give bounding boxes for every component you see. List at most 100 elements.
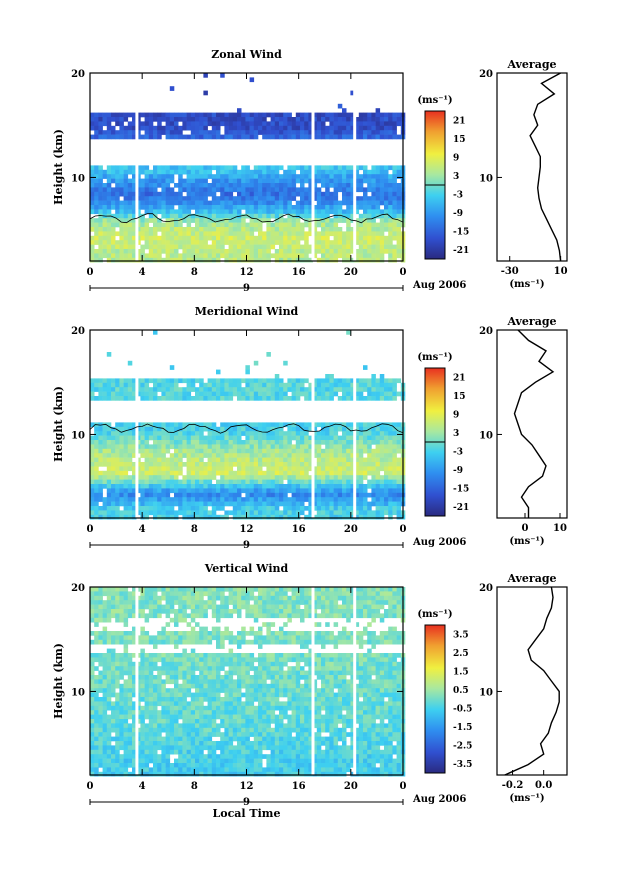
data-gap: [135, 330, 139, 518]
avg-x-unit: (ms⁻¹): [509, 279, 544, 290]
x-axis-label: Local Time: [213, 807, 281, 820]
colorbar-unit: (ms⁻¹): [417, 95, 452, 106]
avg-y-tick-label: 20: [479, 69, 493, 80]
date-tick-label: 9: [243, 283, 250, 294]
y-tick-label: 20: [71, 69, 85, 80]
x-tick-label: 0: [400, 267, 407, 278]
y-axis-label: Height (km): [52, 129, 65, 205]
date-tick-label: 9: [243, 540, 250, 551]
date-label: Aug 2006: [412, 794, 466, 805]
colorbar-tick-label: 9: [453, 410, 459, 420]
x-tick-label: 4: [139, 267, 146, 278]
y-tick-label: 20: [71, 326, 85, 337]
panel-title: Meridional Wind: [195, 305, 299, 318]
avg-y-tick-label: 10: [479, 687, 493, 698]
average-profile-line: [513, 329, 555, 518]
x-tick-label: 8: [191, 524, 198, 535]
date-label: Aug 2006: [412, 537, 466, 548]
colorbar-tick-label: 3: [453, 429, 459, 439]
average-title: Average: [506, 315, 556, 328]
colorbar-tick-label: 1.5: [453, 667, 469, 677]
heatmap-cells: [90, 73, 406, 263]
colorbar-tick-label: -1.5: [453, 723, 472, 733]
colorbar-tick-label: 9: [453, 153, 459, 163]
avg-x-tick-label: 0.0: [535, 780, 552, 791]
average-frame: [496, 586, 568, 776]
x-tick-label: 20: [344, 267, 358, 278]
colorbar-tick-label: -3: [453, 190, 463, 200]
data-gap: [353, 587, 357, 775]
x-tick-label: 0: [400, 781, 407, 792]
panel-title: Vertical Wind: [204, 562, 289, 575]
x-tick-label: 0: [400, 524, 407, 535]
data-gap: [353, 73, 357, 261]
average-profile-line: [504, 586, 560, 776]
heatmap-cells: [90, 330, 406, 520]
avg-x-tick-label: -0.2: [502, 780, 524, 791]
colorbar-unit: (ms⁻¹): [417, 609, 452, 620]
x-tick-label: 4: [139, 524, 146, 535]
colorbar-tick-label: 0.5: [453, 686, 469, 696]
average-title: Average: [506, 572, 556, 585]
x-tick-label: 0: [87, 781, 94, 792]
y-axis-label: Height (km): [52, 386, 65, 462]
y-axis-label: Height (km): [52, 643, 65, 719]
colorbar-tick-label: -15: [453, 484, 469, 494]
avg-y-tick-label: 10: [479, 430, 493, 441]
average-frame: [496, 72, 568, 262]
colorbar-tick-label: -0.5: [453, 704, 472, 714]
avg-x-tick-label: -30: [501, 266, 519, 277]
average-frame: [496, 329, 568, 519]
colorbar-tick-label: -3.5: [453, 760, 472, 770]
panel-1: Zonal Wind 0 4 8 12 16 20 0 10 20 Height (km) 9 Aug …: [52, 48, 568, 294]
data-gap: [135, 587, 139, 775]
avg-x-unit: (ms⁻¹): [509, 793, 544, 804]
avg-x-unit: (ms⁻¹): [509, 536, 544, 547]
y-tick-label: 10: [71, 173, 85, 184]
colorbar-tick-label: 15: [453, 392, 466, 402]
panel-title: Zonal Wind: [211, 48, 282, 61]
y-tick-label: 10: [71, 687, 85, 698]
x-tick-label: 16: [292, 781, 306, 792]
colorbar-tick-label: -21: [453, 246, 469, 256]
y-tick-label: 20: [71, 583, 85, 594]
avg-x-tick-label: 0: [522, 523, 529, 534]
colorbar-tick-label: 3.5: [453, 630, 469, 640]
colorbar-tick-label: -21: [453, 503, 469, 513]
colorbar-tick-label: -3: [453, 447, 463, 457]
x-tick-label: 20: [344, 524, 358, 535]
panel-3: Vertical Wind 0 4 8 12 16 20 0 10 20 Height (km) 9 A…: [52, 562, 568, 820]
x-tick-label: 0: [87, 524, 94, 535]
avg-y-tick-label: 20: [479, 583, 493, 594]
date-tick-label: 9: [243, 797, 250, 808]
data-gap: [353, 330, 357, 518]
avg-x-tick-label: 10: [554, 266, 568, 277]
avg-x-tick-label: 10: [553, 523, 567, 534]
y-tick-label: 10: [71, 430, 85, 441]
x-tick-label: 12: [240, 267, 254, 278]
x-tick-label: 16: [292, 267, 306, 278]
data-gap: [311, 587, 315, 775]
date-label: Aug 2006: [412, 280, 466, 291]
colorbar-tick-label: -9: [453, 466, 463, 476]
x-tick-label: 4: [139, 781, 146, 792]
x-tick-label: 8: [191, 781, 198, 792]
contour-line: [89, 213, 404, 224]
average-profile-line: [529, 72, 562, 262]
x-tick-label: 12: [240, 781, 254, 792]
x-tick-label: 8: [191, 267, 198, 278]
contour-line: [89, 423, 404, 434]
avg-y-tick-label: 10: [479, 173, 493, 184]
data-gap: [135, 73, 139, 261]
heatmap-cells: [90, 587, 406, 777]
avg-y-tick-label: 20: [479, 326, 493, 337]
colorbar-tick-label: 15: [453, 135, 466, 145]
x-tick-label: 12: [240, 524, 254, 535]
colorbar-tick-label: -15: [453, 227, 469, 237]
average-title: Average: [506, 58, 556, 71]
colorbar-tick-label: -9: [453, 209, 463, 219]
colorbar-unit: (ms⁻¹): [417, 352, 452, 363]
colorbar-tick-label: -2.5: [453, 741, 472, 751]
colorbar-tick-label: 3: [453, 172, 459, 182]
